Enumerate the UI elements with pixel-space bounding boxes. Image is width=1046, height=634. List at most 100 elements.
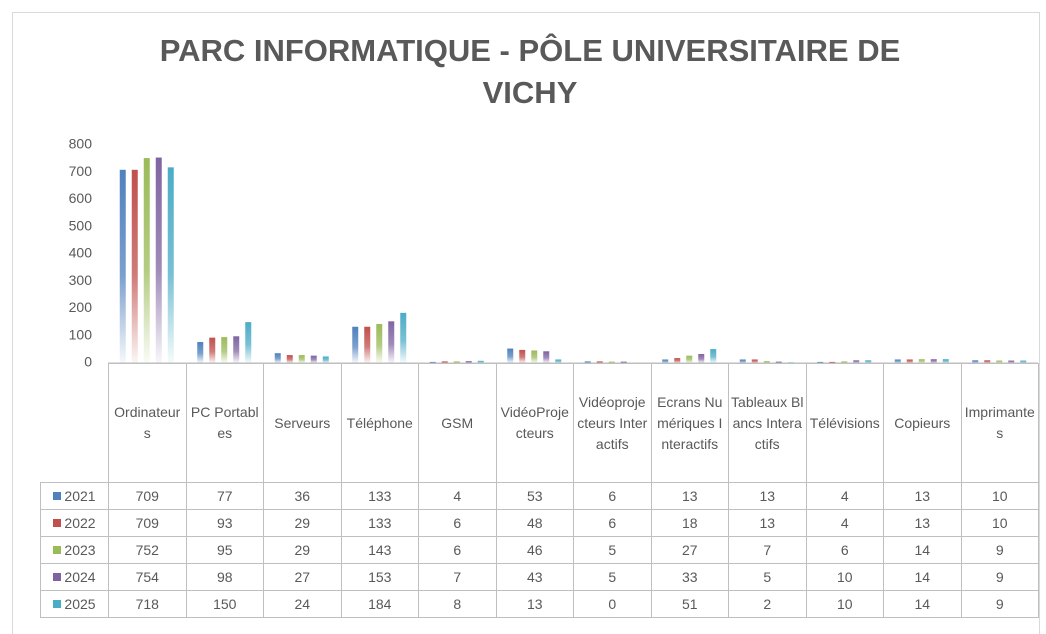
- bar: [453, 361, 460, 363]
- table-value: 27: [263, 563, 342, 591]
- y-tick-label: 200: [69, 299, 93, 315]
- table-value: 6: [573, 509, 652, 537]
- bar: [829, 361, 836, 363]
- bar: [662, 359, 669, 363]
- table-value: 18: [650, 509, 729, 537]
- legend-label: 2021: [64, 487, 96, 504]
- table-value: 10: [960, 509, 1039, 537]
- legend-key: [53, 545, 62, 554]
- table-value: 10: [960, 482, 1039, 510]
- table-value: 5: [573, 536, 652, 564]
- bar: [942, 359, 949, 363]
- bar: [429, 361, 436, 363]
- table-row: 2022 709 93 29 133 6 48 6 18 13 4 13 10: [40, 509, 1039, 537]
- table-value: 6: [805, 536, 884, 564]
- table-value: 13: [728, 509, 807, 537]
- y-tick-label: 400: [69, 245, 93, 261]
- bar: [596, 361, 603, 363]
- table-value: 754: [108, 563, 187, 591]
- legend-label: 2025: [64, 595, 96, 612]
- table-value: 98: [185, 563, 264, 591]
- bar: [352, 326, 359, 363]
- title-box: PARC INFORMATIQUE - PÔLE UNIVERSITAIRE D…: [159, 33, 901, 110]
- table-value: 14: [883, 536, 962, 564]
- bar: [894, 359, 901, 363]
- bar: [751, 359, 758, 363]
- table-value: 184: [340, 590, 419, 618]
- table-value: 27: [650, 536, 729, 564]
- bar: [918, 359, 925, 363]
- bar: [221, 337, 228, 363]
- bar: [155, 157, 162, 363]
- table-value: 14: [883, 563, 962, 591]
- table-value: 6: [418, 509, 497, 537]
- bar: [984, 360, 991, 363]
- bar: [298, 355, 305, 363]
- table-value: 53: [495, 482, 574, 510]
- bar: [674, 358, 681, 363]
- table-value: 9: [960, 563, 1039, 591]
- bar: [817, 361, 824, 363]
- bar: [286, 355, 293, 363]
- table-value: 133: [340, 509, 419, 537]
- bar: [620, 361, 627, 363]
- table-value: 43: [495, 563, 574, 591]
- bar: [543, 351, 550, 363]
- table-value: 48: [495, 509, 574, 537]
- table-value: 9: [960, 590, 1039, 618]
- category-label: Tableaux Blancs Interactifs: [728, 363, 807, 483]
- table-value: 46: [495, 536, 574, 564]
- table-value: 718: [108, 590, 187, 618]
- category-label: Ordinateurs: [108, 363, 187, 483]
- table-row: 2023 752 95 29 143 6 46 5 27 7 6 14 9: [40, 536, 1039, 564]
- bar: [322, 356, 329, 363]
- table-value: 13: [495, 590, 574, 618]
- bar: [364, 326, 371, 363]
- table-value: 36: [263, 482, 342, 510]
- bar: [131, 169, 138, 363]
- bar: [441, 361, 448, 363]
- table-row: 2021 709 77 36 133 4 53 6 13 13 4 13 10: [40, 482, 1039, 510]
- table-value: 95: [185, 536, 264, 564]
- bar: [119, 169, 126, 363]
- legend-label: 2024: [64, 568, 96, 585]
- bar: [310, 355, 317, 363]
- y-tick-label: 700: [69, 163, 93, 179]
- table-value: 4: [805, 482, 884, 510]
- chart-title: PARC INFORMATIQUE - PÔLE UNIVERSITAIRE D…: [159, 33, 901, 110]
- bar: [465, 361, 472, 363]
- table-value: 13: [883, 509, 962, 537]
- category-label: Vidéoprojecteurs Interactifs: [573, 363, 652, 483]
- bar: [477, 360, 484, 363]
- bar: [531, 350, 538, 363]
- bar: [686, 355, 693, 363]
- bar: [972, 360, 979, 363]
- bar: [698, 354, 705, 363]
- bar: [739, 359, 746, 363]
- category-label: Serveurs: [263, 363, 342, 483]
- category-label: Copieurs: [883, 363, 962, 483]
- table-value: 93: [185, 509, 264, 537]
- table-row: 2024 754 98 27 153 7 43 5 33 5 10 14 9: [40, 563, 1039, 591]
- bar: [400, 312, 407, 363]
- table-value: 13: [728, 482, 807, 510]
- chart-frame: [12, 12, 1040, 634]
- bar: [996, 360, 1003, 363]
- bar: [274, 353, 281, 363]
- table-value: 8: [418, 590, 497, 618]
- table-value: 10: [805, 590, 884, 618]
- bar: [167, 167, 174, 363]
- y-tick-label: 600: [69, 190, 93, 206]
- bar: [775, 361, 782, 363]
- bar: [197, 342, 204, 363]
- table-header-row: Ordinateurs PC Portables Serveurs Téléphone…: [40, 363, 1039, 483]
- table-value: 7: [418, 563, 497, 591]
- table-value: 5: [573, 563, 652, 591]
- bar: [841, 361, 848, 363]
- bar: [608, 361, 615, 363]
- table-value: 29: [263, 509, 342, 537]
- bar: [710, 349, 717, 363]
- table-value: 4: [418, 482, 497, 510]
- table-value: 14: [883, 590, 962, 618]
